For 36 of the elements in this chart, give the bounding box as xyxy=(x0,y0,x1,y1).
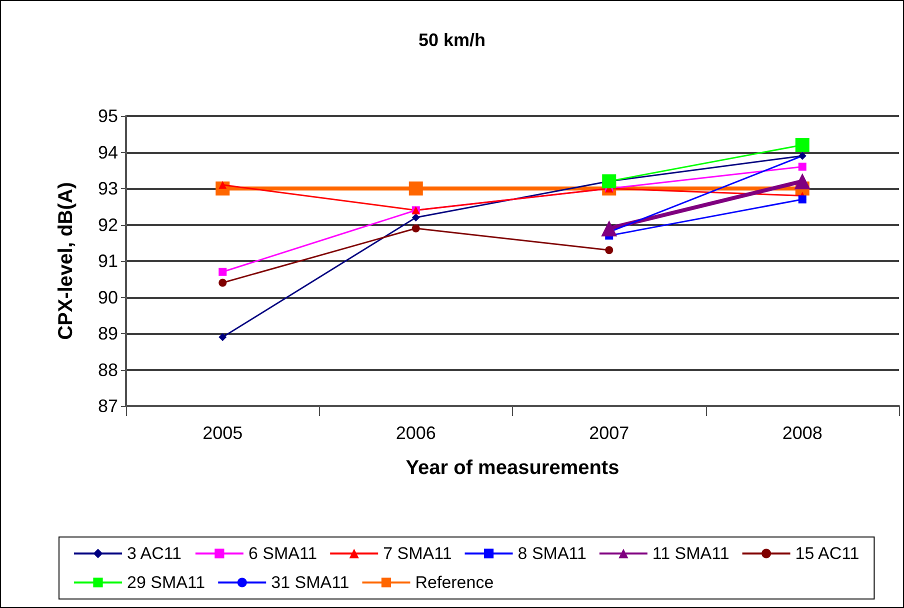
point xyxy=(412,224,420,232)
x-axis-title: Year of measurements xyxy=(406,457,620,479)
x-tick-label: 2007 xyxy=(589,423,630,443)
legend-label: 6 SMA11 xyxy=(248,544,318,563)
point xyxy=(798,162,806,171)
point xyxy=(408,182,423,196)
y-tick-label: 87 xyxy=(98,396,118,416)
point xyxy=(218,333,227,342)
point xyxy=(795,138,810,152)
legend-label: 11 SMA11 xyxy=(652,544,730,563)
x-tick-label: 2008 xyxy=(782,423,822,443)
point xyxy=(412,214,420,222)
y-tick-label: 90 xyxy=(98,287,118,308)
point xyxy=(218,268,227,276)
y-tick-label: 89 xyxy=(98,324,118,344)
y-tick-label: 95 xyxy=(98,106,118,126)
point xyxy=(602,174,616,188)
point xyxy=(218,278,227,287)
legend-label: 31 SMA11 xyxy=(271,573,350,592)
point xyxy=(798,152,806,160)
y-tick-label: 92 xyxy=(98,214,118,235)
chart-title: 50 km/h xyxy=(418,30,486,50)
point xyxy=(605,246,614,254)
y-axis-title: CPX-level, dB(A) xyxy=(55,182,77,340)
legend-label: 3 AC11 xyxy=(127,544,182,563)
y-tick-label: 88 xyxy=(98,360,118,380)
legend-label: 15 AC11 xyxy=(795,544,860,563)
y-tick-label: 94 xyxy=(98,142,118,162)
legend-label: 8 SMA11 xyxy=(518,544,586,563)
x-tick-label: 2006 xyxy=(396,423,436,443)
legend-label: Reference xyxy=(415,573,494,592)
x-tick-label: 2005 xyxy=(202,423,243,443)
y-tick-label: 91 xyxy=(98,251,118,271)
legend-label: 29 SMA11 xyxy=(127,573,206,592)
y-tick-label: 93 xyxy=(98,178,118,198)
legend-label: 7 SMA11 xyxy=(383,544,452,563)
